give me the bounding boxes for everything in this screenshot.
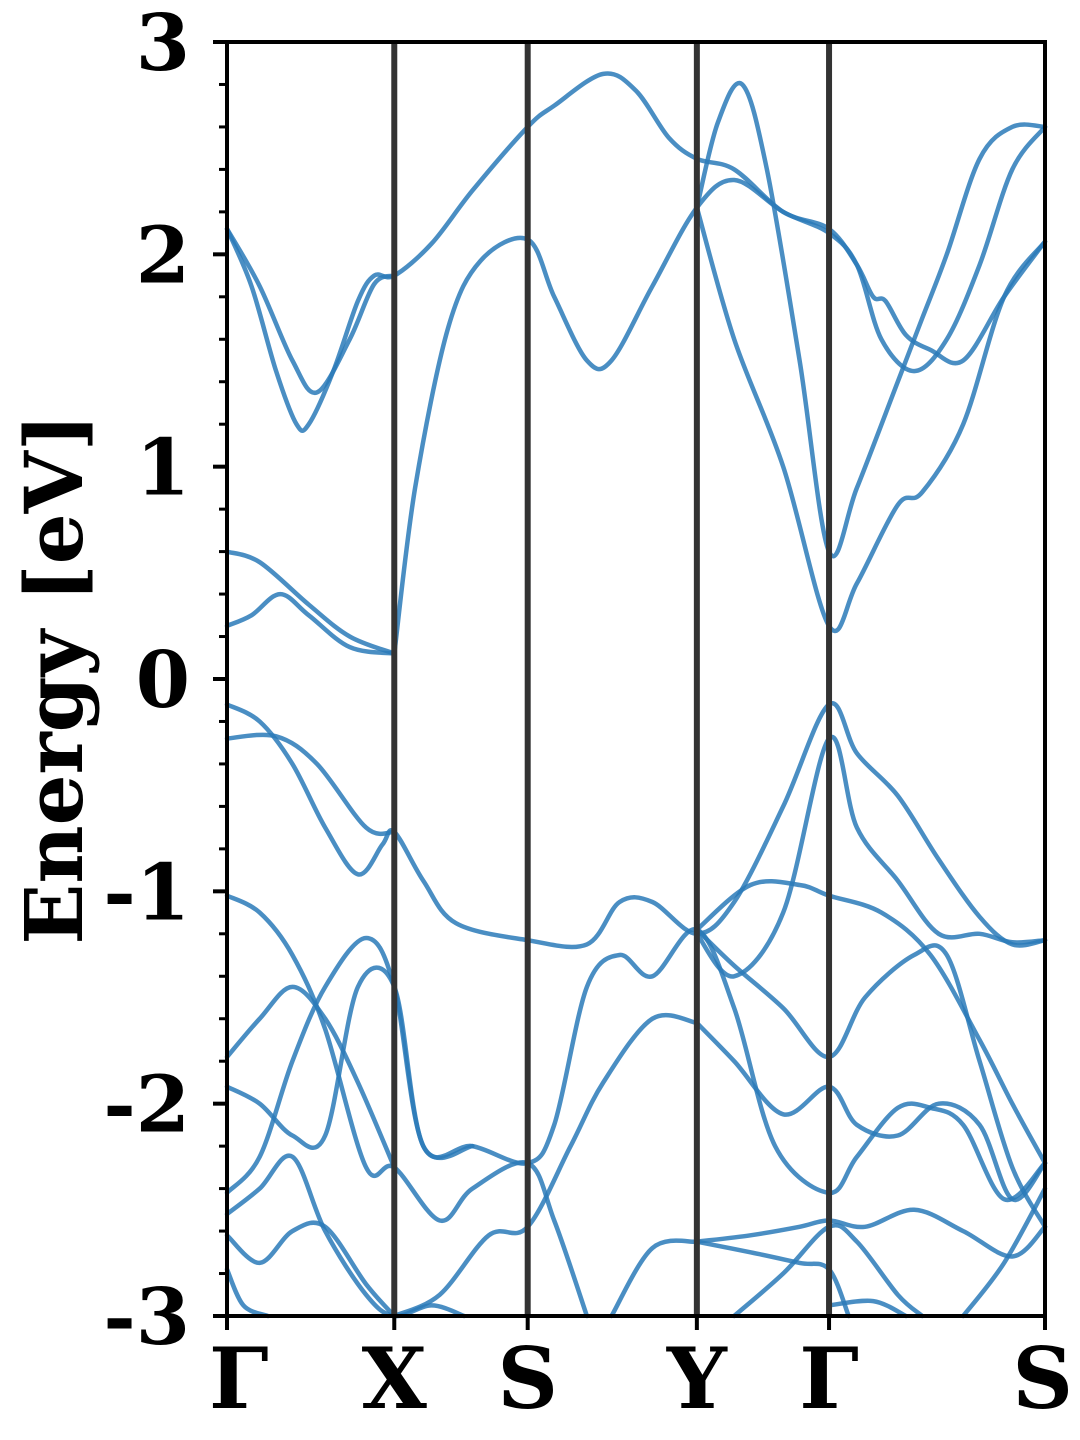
kpoint-label-5: Γ [799, 1329, 859, 1428]
band-line-15 [224, 965, 475, 1161]
band-line-7 [224, 591, 397, 656]
kpoint-label-3: S [497, 1329, 558, 1428]
band-line-23 [694, 1239, 851, 1319]
y-tick-label-6: -2 [103, 1060, 190, 1151]
band-line-26 [960, 1186, 1048, 1319]
plot-frame [225, 40, 1047, 1318]
band-line-6 [224, 549, 397, 656]
band-line-20 [224, 1220, 397, 1319]
band-line-4 [694, 80, 1048, 559]
kpoint-label-2: X [362, 1329, 428, 1428]
y-tick-label-1: 3 [136, 0, 190, 89]
band-line-9 [224, 732, 397, 837]
band-curves [224, 71, 1048, 1319]
kpoint-label-4: Y [666, 1329, 728, 1428]
band-line-3 [392, 124, 1048, 656]
band-line-24 [731, 1223, 925, 1319]
y-axis-label: Energy [eV] [7, 413, 101, 944]
band-line-11 [224, 893, 590, 1319]
y-tick-label-2: 2 [136, 210, 190, 301]
band-line-14 [224, 927, 1048, 1203]
y-tick-label-7: -3 [103, 1272, 190, 1363]
band-line-18 [694, 927, 1048, 1230]
band-line-2 [224, 226, 397, 395]
y-tick-label-4: 0 [136, 635, 190, 726]
band-line-5 [694, 205, 1048, 634]
band-line-1 [224, 71, 1048, 433]
y-tick-labels: 3 2 1 0 -1 -2 -3 [103, 0, 190, 1363]
kpoint-label-6: S [1012, 1329, 1073, 1428]
band-line-21 [694, 1207, 1048, 1259]
kpoint-dividers [225, 42, 1047, 1330]
band-line-17 [392, 1012, 700, 1319]
band-line-19 [224, 1153, 467, 1319]
y-axis-ticks [213, 40, 227, 1318]
band-line-25 [826, 1298, 909, 1319]
band-line-8 [224, 701, 1048, 950]
band-line-12 [694, 878, 1048, 1166]
band-line-27 [224, 1267, 271, 1319]
band-line-22 [609, 1238, 700, 1319]
band-line-10 [694, 734, 1048, 979]
y-tick-label-3: 1 [136, 423, 190, 514]
kpoint-label-1: Γ [209, 1329, 269, 1428]
y-tick-label-5: -1 [103, 847, 190, 938]
band-line-16 [694, 1020, 1048, 1202]
